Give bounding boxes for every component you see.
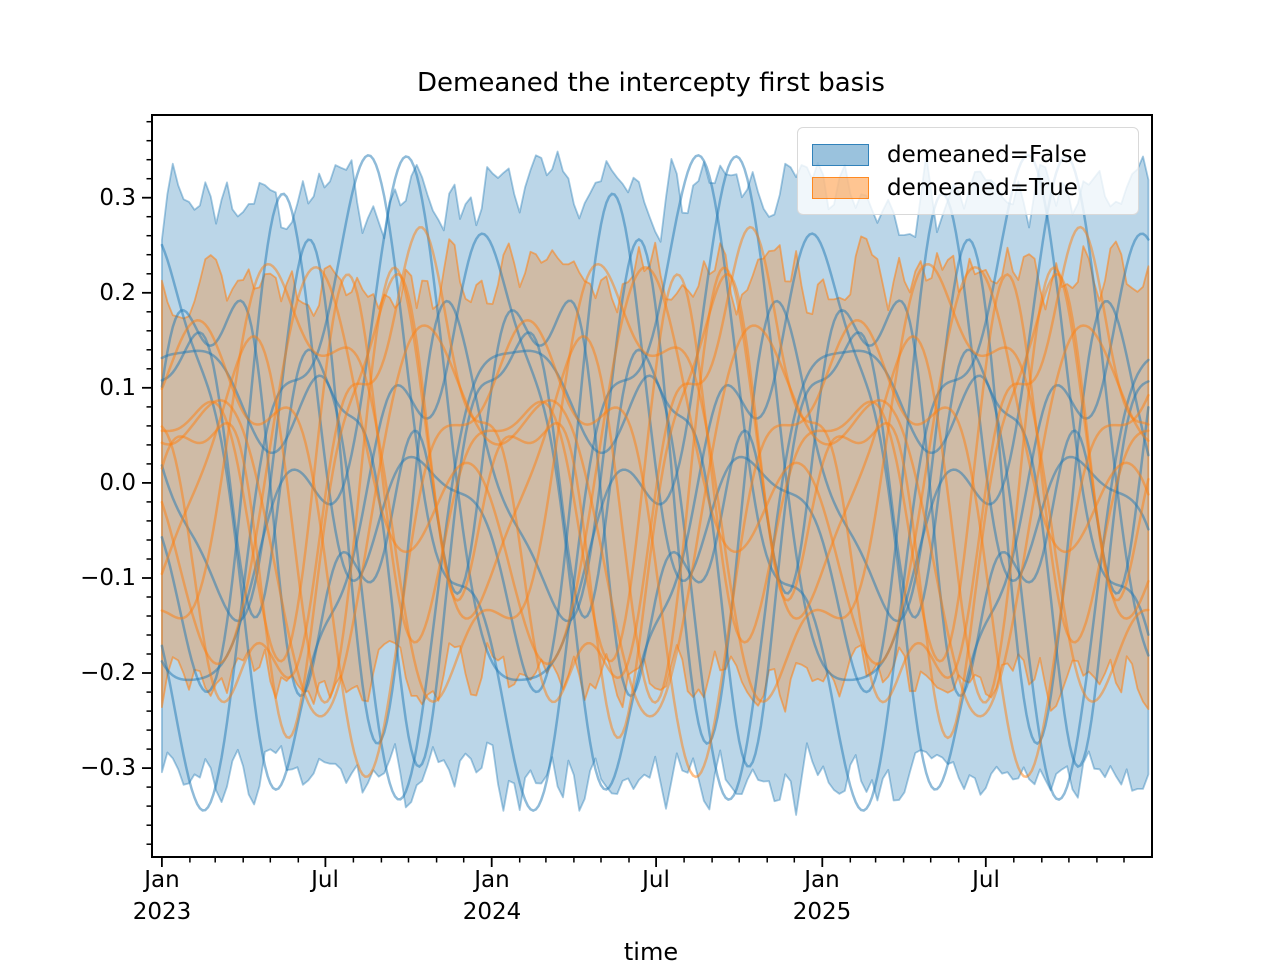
axes-frame bbox=[151, 114, 1153, 858]
sample-curve-demeaned=True-11 bbox=[160, 272, 1150, 740]
sample-curve-demeaned=False-5 bbox=[160, 237, 1150, 746]
legend-swatch-demeaned-true bbox=[812, 176, 869, 199]
band-demeaned=False bbox=[161, 150, 1150, 816]
sample-curve-demeaned=True-12 bbox=[160, 319, 1150, 779]
sample-curve-demeaned=False-2 bbox=[160, 192, 1150, 694]
sample-curve-demeaned=False-3 bbox=[160, 153, 1150, 812]
legend-entry-demeaned-false: demeaned=False bbox=[812, 139, 1124, 171]
legend-label-demeaned-false: demeaned=False bbox=[887, 141, 1087, 168]
sample-curve-demeaned=True-10 bbox=[160, 272, 1150, 663]
sample-curve-demeaned=False-1 bbox=[160, 232, 1150, 791]
legend-label-demeaned-true: demeaned=True bbox=[887, 174, 1078, 201]
sample-curve-demeaned=True-8 bbox=[160, 324, 1150, 718]
sample-curve-demeaned=True-15 bbox=[160, 266, 1150, 705]
sample-curve-demeaned=True-14 bbox=[160, 225, 1150, 704]
sample-curve-demeaned=True-13 bbox=[160, 266, 1150, 666]
legend-swatch-demeaned-false bbox=[812, 143, 869, 166]
legend-box: demeaned=False demeaned=True bbox=[797, 127, 1139, 215]
sample-curve-demeaned=True-9 bbox=[160, 262, 1150, 704]
sample-curve-demeaned=False-4 bbox=[160, 299, 1150, 698]
legend-entry-demeaned-true: demeaned=True bbox=[812, 172, 1124, 204]
